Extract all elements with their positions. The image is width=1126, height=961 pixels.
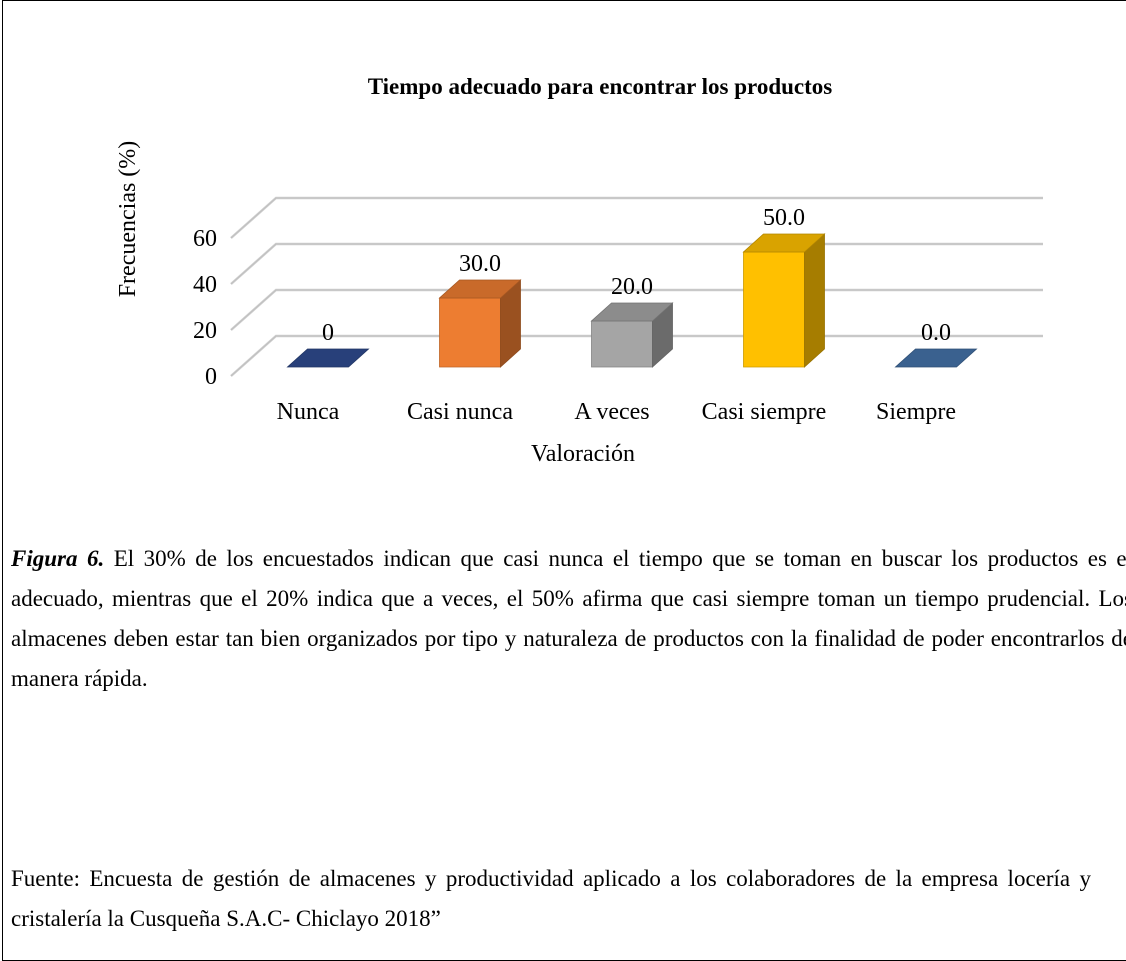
- caption: Figura 6. El 30% de los encuestados indi…: [11, 539, 1126, 699]
- x-tick-label: Siempre: [876, 399, 956, 425]
- bar-top: [286, 348, 370, 368]
- caption-text: El 30% de los encuestados indican que ca…: [11, 546, 1126, 691]
- bar-front: [439, 297, 501, 368]
- x-tick-label: Casi siempre: [702, 399, 827, 425]
- bar: [590, 302, 674, 368]
- chart: Tiempo adecuado para encontrar los produ…: [115, 74, 1043, 467]
- y-tick-label: 60: [193, 226, 217, 252]
- bar-top: [742, 233, 826, 253]
- value-label: 50.0: [763, 205, 805, 231]
- bar: [286, 348, 370, 368]
- x-axis-title: Valoración: [531, 441, 635, 467]
- bar: [742, 233, 826, 368]
- bar: [894, 348, 978, 368]
- chart-title: Tiempo adecuado para encontrar los produ…: [368, 74, 833, 99]
- x-tick-label: Casi nunca: [407, 399, 513, 425]
- bar-top: [590, 302, 674, 322]
- bar: [438, 279, 522, 368]
- bar-front: [591, 320, 653, 368]
- value-label: 0: [322, 320, 334, 346]
- bar-side: [804, 233, 825, 368]
- bar-front: [743, 251, 805, 368]
- bar-top: [438, 279, 522, 299]
- grid-line: [230, 196, 1043, 239]
- caption-label: Figura 6.: [11, 546, 105, 571]
- value-label: 20.0: [611, 274, 653, 300]
- plot: 0 20 40 60 0 Nunca 30.0 Casi nunca 20.0 A veces 50…: [193, 196, 1043, 425]
- value-label: 0.0: [921, 320, 951, 346]
- y-tick-label: 40: [193, 272, 217, 298]
- source: Fuente: Encuesta de gestión de almacenes…: [11, 866, 1091, 931]
- grid-line: [230, 197, 1043, 239]
- bar-top: [894, 348, 978, 368]
- value-label: 30.0: [459, 251, 501, 277]
- x-tick-label: Nunca: [277, 399, 340, 425]
- x-tick-label: A veces: [574, 399, 649, 425]
- y-tick-label: 0: [205, 364, 217, 390]
- y-tick-label: 20: [193, 318, 217, 344]
- y-axis-title: Frecuencias (%): [115, 141, 141, 298]
